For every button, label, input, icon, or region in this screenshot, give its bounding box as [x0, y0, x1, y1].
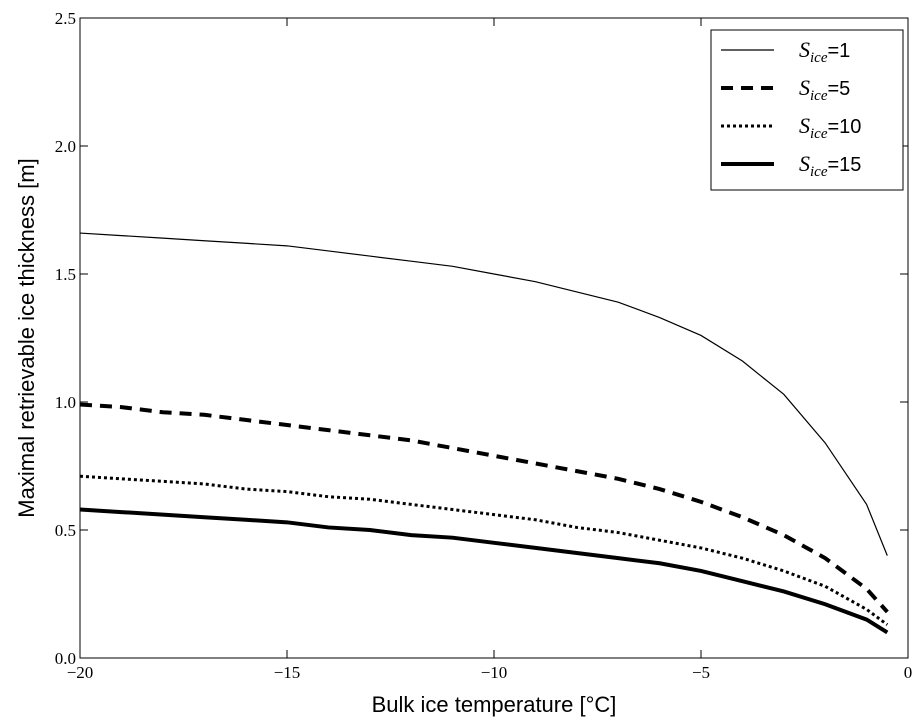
x-tick-label: −15 [274, 663, 301, 682]
x-tick-label: −10 [481, 663, 508, 682]
series-line [79, 474, 889, 626]
y-tick-label: 2.0 [55, 137, 76, 156]
legend-label: Sice=10 [799, 113, 861, 142]
legend-label: Sice=5 [799, 75, 850, 104]
x-axis-label: Bulk ice temperature [°C] [372, 692, 617, 717]
x-tick-label: 0 [904, 663, 912, 682]
y-tick-label: 2.5 [55, 9, 76, 28]
x-tick-label: −5 [692, 663, 710, 682]
legend-label: Sice=1 [799, 37, 850, 66]
y-tick-label: 1.0 [55, 393, 76, 412]
series-line [79, 232, 888, 556]
x-tick-label: −20 [67, 663, 94, 682]
series-line [79, 507, 889, 635]
y-tick-label: 0.5 [55, 521, 76, 540]
series-line [79, 402, 889, 614]
y-tick-label: 0.0 [55, 649, 76, 668]
y-axis-label: Maximal retrievable ice thickness [m] [14, 158, 39, 517]
y-tick-label: 1.5 [55, 265, 76, 284]
legend-label: Sice=15 [799, 151, 861, 180]
